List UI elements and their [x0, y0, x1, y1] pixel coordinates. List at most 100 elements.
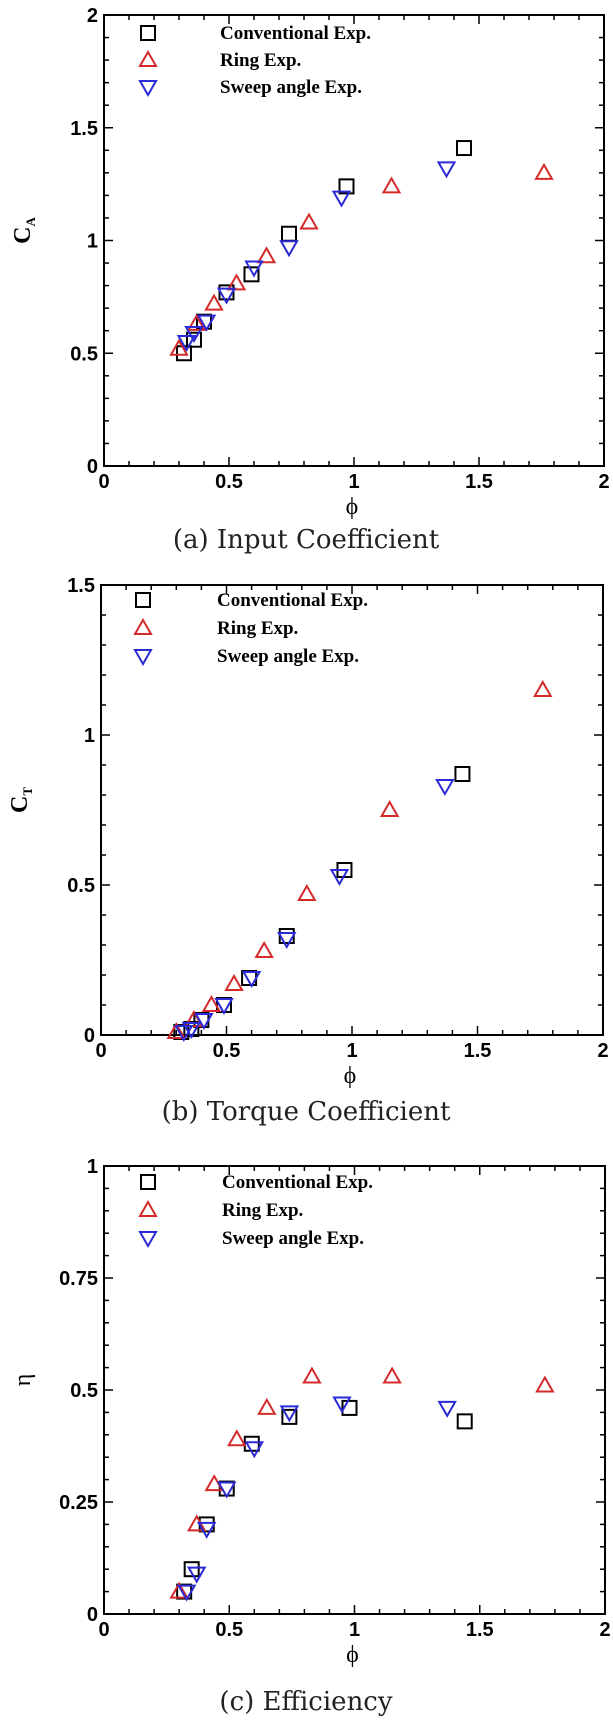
figure-caption: (c) Efficiency [219, 1687, 392, 1717]
data-point-ring [224, 973, 244, 991]
x-tick-label: 0 [98, 471, 109, 493]
chart-panel-1: 0 0.5 1 1.5 2 0 0.5 1 1.5 2 ϕ CA Conventional Exp. Ri… [10, 5, 610, 555]
data-point-conventional [454, 766, 471, 782]
data-point-ring [257, 1397, 277, 1415]
legend-marker-sweep [133, 649, 153, 667]
legend-label-conventional: Conventional Exp. [220, 23, 371, 44]
data-point-sweep [279, 240, 299, 258]
y-tick-label: 0 [87, 1604, 98, 1626]
y-tick-label: 0.5 [70, 343, 98, 365]
x-tick-label: 1 [348, 471, 359, 493]
x-tick-label: 0.5 [213, 1040, 241, 1062]
x-tick-label: 1.5 [466, 1619, 494, 1641]
legend-label-sweep: Sweep angle Exp. [222, 1228, 364, 1249]
data-point-conventional [281, 1408, 298, 1425]
y-axis-title-subscript: T [20, 787, 35, 796]
data-point-sweep [279, 1405, 300, 1423]
y-tick-label: 2 [87, 5, 98, 27]
data-point-sweep [241, 971, 262, 989]
legend-marker-sweep [138, 1231, 158, 1249]
x-tick-label: 0 [98, 1619, 109, 1641]
legend-marker-conventional [140, 1174, 156, 1190]
legend-marker-ring [133, 617, 153, 635]
legend: Conventional Exp. Ring Exp. Sweep angle Ex… [138, 23, 371, 98]
data-point-ring [169, 1581, 189, 1599]
data-point-conventional [186, 331, 202, 348]
x-tick-label: 0.5 [215, 471, 243, 493]
x-tick-label: 2 [597, 1040, 608, 1062]
data-point-conventional [278, 928, 295, 944]
x-tick-label: 0 [95, 1040, 106, 1062]
legend-label-conventional: Conventional Exp. [222, 1172, 373, 1193]
legend: Conventional Exp. Ring Exp. Sweep angle Ex… [133, 590, 368, 667]
x-tick-label: 1 [346, 1040, 357, 1062]
x-tick-label: 2 [599, 1619, 610, 1641]
data-point-ring [204, 293, 224, 311]
series-sweep [174, 779, 455, 1043]
data-point-conventional [341, 1399, 358, 1416]
figure-caption: (a) Input Coefficient [173, 525, 440, 555]
data-point-sweep [435, 779, 455, 797]
data-point-conventional [183, 1561, 200, 1578]
data-point-sweep [214, 998, 234, 1016]
figure-caption: (b) Torque Coefficient [162, 1097, 451, 1127]
data-point-ring [297, 883, 317, 901]
data-point-ring [535, 1375, 555, 1393]
y-axis-title: CA [10, 217, 38, 244]
legend-marker-conventional [140, 25, 156, 41]
series-ring [166, 679, 553, 1039]
series-sweep [176, 161, 457, 352]
data-point-conventional [243, 266, 260, 283]
data-point-ring [166, 1021, 187, 1039]
y-tick-label: 1 [84, 725, 95, 747]
legend-label-ring: Ring Exp. [220, 50, 301, 71]
data-point-sweep [194, 1013, 214, 1031]
data-point-conventional [281, 225, 297, 242]
data-point-sweep [216, 287, 237, 305]
legend-marker-conventional [135, 592, 151, 608]
y-tick-label: 1 [87, 231, 98, 253]
legend-label-sweep: Sweep angle Exp. [217, 646, 359, 667]
legend-label-ring: Ring Exp. [217, 618, 298, 639]
data-point-ring [302, 1366, 322, 1384]
data-point-sweep [244, 1441, 265, 1459]
y-axis-title: CT [7, 787, 35, 813]
data-point-ring [201, 994, 222, 1012]
data-point-sweep [437, 1400, 457, 1418]
data-point-ring [533, 679, 553, 697]
y-tick-label: 0 [87, 456, 98, 478]
data-point-sweep [244, 260, 264, 278]
data-point-sweep [181, 1022, 202, 1040]
series-conventional [176, 1399, 473, 1600]
y-tick-label: 1 [87, 1156, 98, 1178]
y-tick-label: 1.5 [67, 575, 95, 597]
legend-label-sweep: Sweep angle Exp. [220, 77, 362, 98]
y-tick-label: 0 [84, 1025, 95, 1047]
y-axis-title-subscript: A [23, 217, 38, 227]
x-tick-label: 1.5 [465, 471, 493, 493]
data-point-sweep [174, 1025, 194, 1043]
data-point-sweep [184, 325, 204, 343]
data-point-ring [254, 940, 274, 958]
data-point-conventional [456, 1413, 473, 1430]
data-point-sweep [196, 314, 217, 332]
legend-label-ring: Ring Exp. [222, 1200, 303, 1221]
data-point-sweep [436, 161, 457, 179]
data-point-sweep [277, 932, 297, 950]
y-tick-label: 0.5 [70, 1380, 98, 1402]
data-point-ring [379, 799, 400, 817]
data-point-sweep [329, 869, 350, 887]
y-tick-label: 0.5 [67, 875, 95, 897]
data-point-conventional [338, 178, 355, 195]
data-point-sweep [217, 1481, 237, 1499]
legend: Conventional Exp. Ring Exp. Sweep angle Ex… [138, 1172, 373, 1249]
data-point-sweep [186, 1566, 207, 1584]
y-tick-label: 0.25 [59, 1492, 98, 1514]
x-tick-label: 0.5 [215, 1619, 243, 1641]
legend-marker-sweep [138, 80, 158, 98]
y-tick-label: 1.5 [70, 118, 98, 140]
legend-marker-ring [138, 1199, 158, 1217]
data-point-sweep [331, 190, 352, 208]
